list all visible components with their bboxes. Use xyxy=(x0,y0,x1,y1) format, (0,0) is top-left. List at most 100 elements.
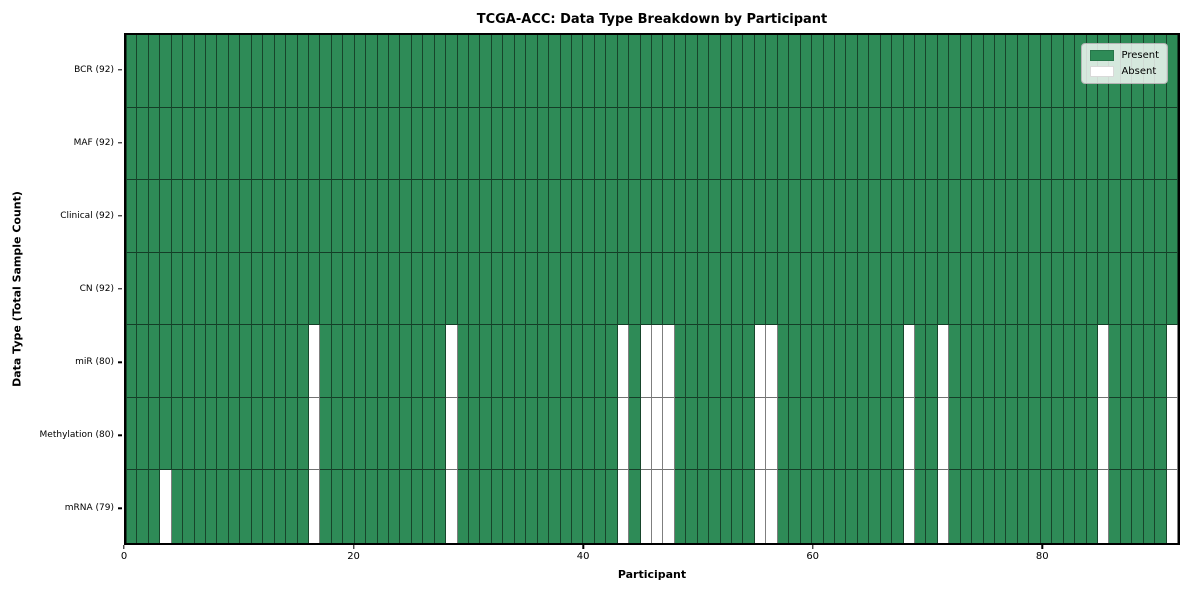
heatmap-cell xyxy=(354,252,367,326)
heatmap-cell xyxy=(880,180,893,253)
heatmap-cell xyxy=(915,397,927,471)
heatmap-cell xyxy=(594,470,607,543)
heatmap-cell xyxy=(846,397,858,471)
heatmap-cell xyxy=(812,107,824,181)
heatmap-cell xyxy=(789,107,801,181)
heatmap-cell xyxy=(297,180,309,253)
heatmap-cell xyxy=(560,35,572,108)
heatmap-cell xyxy=(1006,470,1018,543)
heatmap-cell xyxy=(846,325,858,398)
heatmap-cell xyxy=(709,252,721,326)
heatmap-cell xyxy=(503,107,515,181)
heatmap-cell xyxy=(857,107,870,181)
heatmap-cell xyxy=(1132,470,1144,543)
heatmap-cell xyxy=(377,180,389,253)
heatmap-cell xyxy=(732,325,744,398)
heatmap-cell xyxy=(491,470,504,543)
heatmap-cell xyxy=(377,252,389,326)
heatmap-cell xyxy=(446,397,458,471)
heatmap-cell xyxy=(720,180,733,253)
heatmap-cell xyxy=(617,35,630,108)
heatmap-cell xyxy=(423,397,435,471)
heatmap-cell xyxy=(480,397,492,471)
heatmap-cell xyxy=(846,252,858,326)
heatmap-cell xyxy=(640,180,652,253)
heatmap-cell xyxy=(869,470,881,543)
heatmap-cell xyxy=(1166,35,1178,108)
heatmap-cell xyxy=(812,252,824,326)
heatmap-cell xyxy=(274,397,287,471)
heatmap-cell xyxy=(915,180,927,253)
heatmap-cell xyxy=(629,107,641,181)
heatmap-cell xyxy=(766,325,778,398)
heatmap-cell xyxy=(560,397,572,471)
heatmap-cell xyxy=(892,397,904,471)
heatmap-cell xyxy=(720,470,733,543)
heatmap-cell xyxy=(423,107,435,181)
heatmap-cell xyxy=(777,107,790,181)
heatmap-cell xyxy=(434,252,447,326)
heatmap-cell xyxy=(915,107,927,181)
heatmap-cell xyxy=(640,107,652,181)
heatmap-cell xyxy=(480,107,492,181)
heatmap-cell xyxy=(583,325,595,398)
heatmap-cell xyxy=(194,325,207,398)
heatmap-cell xyxy=(297,397,309,471)
heatmap-cell xyxy=(594,397,607,471)
heatmap-cell xyxy=(1006,252,1018,326)
heatmap-cell xyxy=(983,470,996,543)
heatmap-cell xyxy=(983,35,996,108)
heatmap-cell xyxy=(377,35,389,108)
heatmap-cell xyxy=(743,107,755,181)
heatmap-cell xyxy=(652,180,664,253)
heatmap-cell xyxy=(1166,397,1178,471)
heatmap-cell xyxy=(137,252,149,326)
heatmap-cell xyxy=(732,470,744,543)
heatmap-cell xyxy=(686,397,698,471)
y-tick-label: CN (92) xyxy=(79,284,114,294)
heatmap-cell xyxy=(823,470,835,543)
heatmap-cell xyxy=(594,325,607,398)
heatmap-cell xyxy=(206,252,218,326)
heatmap-cell xyxy=(457,470,470,543)
heatmap-cell xyxy=(503,35,515,108)
heatmap-cell xyxy=(823,107,835,181)
heatmap-cell xyxy=(983,107,996,181)
heatmap-cell xyxy=(251,35,264,108)
heatmap-cell xyxy=(995,325,1007,398)
heatmap-cell xyxy=(674,252,687,326)
y-tick-mark xyxy=(118,361,122,363)
heatmap-cell xyxy=(320,252,332,326)
heatmap-cell xyxy=(251,397,264,471)
heatmap-cell xyxy=(937,470,950,543)
heatmap-cell xyxy=(686,180,698,253)
heatmap-cell xyxy=(766,35,778,108)
heatmap-cell xyxy=(354,180,367,253)
heatmap-cell xyxy=(400,397,412,471)
y-tick-mark xyxy=(118,434,122,436)
heatmap-cell xyxy=(720,35,733,108)
heatmap-cell xyxy=(1086,252,1098,326)
heatmap-cell xyxy=(206,180,218,253)
heatmap-cell xyxy=(137,180,149,253)
heatmap-cell xyxy=(640,252,652,326)
heatmap-cell xyxy=(857,35,870,108)
heatmap-cell xyxy=(880,35,893,108)
heatmap-cell xyxy=(366,397,378,471)
y-tick-label: MAF (92) xyxy=(73,137,114,148)
heatmap-cell xyxy=(343,397,355,471)
heatmap-cell xyxy=(331,107,344,181)
heatmap-cell xyxy=(1040,35,1053,108)
heatmap-cell xyxy=(286,107,298,181)
heatmap-cell xyxy=(823,325,835,398)
heatmap-cell xyxy=(1086,325,1098,398)
heatmap-cell xyxy=(469,180,481,253)
heatmap-cell xyxy=(331,325,344,398)
heatmap-cell xyxy=(354,107,367,181)
heatmap-cell xyxy=(308,470,321,543)
heatmap-cell xyxy=(274,470,287,543)
heatmap-cell xyxy=(1143,107,1156,181)
heatmap-cell xyxy=(594,107,607,181)
heatmap-cell xyxy=(777,470,790,543)
y-tick-mark xyxy=(118,215,122,217)
